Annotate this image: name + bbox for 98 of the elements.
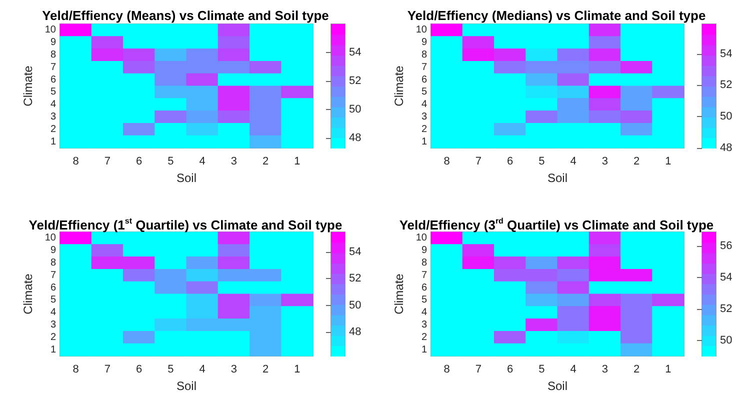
y-axis-title: Climate bbox=[20, 273, 35, 314]
color-bar-label: 50 bbox=[349, 104, 362, 116]
x-axis-title: Soil bbox=[547, 171, 568, 185]
x-tick-label: 6 bbox=[136, 156, 142, 168]
x-tick-label: 1 bbox=[665, 364, 672, 376]
y-tick-label: 8 bbox=[50, 258, 56, 268]
y-tick-label: 10 bbox=[416, 24, 428, 36]
y-tick-label: 8 bbox=[421, 258, 428, 268]
color-bar-label: 54 bbox=[349, 46, 362, 59]
y-tick-label: 9 bbox=[421, 37, 428, 48]
y-tick-label: 8 bbox=[50, 50, 56, 60]
y-tick-label: 7 bbox=[421, 270, 428, 281]
y-tick-label: 6 bbox=[421, 74, 428, 86]
color-bar-label: 54 bbox=[720, 272, 732, 284]
x-tick-label: 4 bbox=[199, 156, 206, 168]
x-tick-label: 8 bbox=[72, 156, 79, 168]
x-tick-label: 7 bbox=[475, 364, 482, 376]
x-tick-label: 2 bbox=[262, 156, 269, 168]
x-tick-label: 7 bbox=[475, 156, 482, 168]
y-tick-label: 1 bbox=[421, 136, 428, 148]
y-tick-label: 7 bbox=[50, 62, 56, 73]
color-bar-label: 48 bbox=[349, 326, 362, 338]
x-tick-label: 4 bbox=[570, 364, 576, 376]
y-tick-label: 6 bbox=[50, 74, 56, 86]
chart-title: Yeld/Effiency (Medians) vs Climate and Soil type bbox=[407, 8, 706, 23]
color-bar-label: 54 bbox=[349, 246, 362, 258]
color-bar-label: 52 bbox=[349, 272, 362, 285]
y-tick-label: 4 bbox=[421, 307, 428, 318]
y-tick-label: 3 bbox=[421, 112, 428, 122]
x-tick-label: 8 bbox=[444, 156, 450, 168]
y-axis-title: Climate bbox=[392, 273, 406, 314]
y-tick-label: 5 bbox=[421, 86, 428, 98]
x-axis-title: Soil bbox=[547, 379, 568, 393]
y-tick-label: 1 bbox=[50, 344, 56, 356]
x-tick-label: 4 bbox=[199, 364, 206, 376]
color-bar-label: 50 bbox=[720, 110, 732, 123]
x-axis-title: Soil bbox=[176, 171, 197, 185]
y-tick-label: 2 bbox=[50, 332, 56, 343]
x-tick-label: 7 bbox=[104, 364, 110, 376]
y-axis-title: Climate bbox=[20, 65, 35, 106]
y-tick-label: 1 bbox=[421, 344, 428, 356]
x-tick-label: 5 bbox=[168, 364, 174, 376]
y-tick-label: 2 bbox=[421, 124, 428, 135]
y-tick-label: 9 bbox=[50, 245, 56, 256]
y-tick-label: 2 bbox=[50, 124, 56, 135]
y-tick-label: 10 bbox=[44, 24, 56, 36]
x-tick-label: 4 bbox=[570, 156, 576, 168]
y-tick-label: 3 bbox=[50, 112, 56, 122]
x-tick-label: 6 bbox=[136, 364, 142, 376]
y-tick-label: 6 bbox=[50, 282, 56, 294]
x-tick-label: 1 bbox=[294, 156, 300, 168]
y-axis-title: Climate bbox=[392, 65, 406, 106]
x-tick-label: 5 bbox=[168, 156, 174, 168]
x-tick-label: 5 bbox=[538, 156, 545, 168]
x-tick-label: 8 bbox=[72, 364, 79, 376]
y-tick-label: 9 bbox=[50, 37, 56, 48]
y-tick-label: 2 bbox=[421, 332, 428, 343]
x-tick-label: 3 bbox=[230, 156, 237, 168]
x-axis-title: Soil bbox=[176, 379, 197, 393]
y-tick-label: 8 bbox=[421, 50, 428, 60]
x-tick-label: 2 bbox=[262, 364, 269, 376]
y-tick-label: 9 bbox=[421, 245, 428, 256]
y-tick-label: 5 bbox=[421, 294, 428, 306]
y-tick-label: 3 bbox=[421, 320, 428, 330]
color-bar-label: 52 bbox=[720, 79, 732, 92]
color-bar-label: 48 bbox=[720, 142, 732, 154]
x-tick-label: 2 bbox=[634, 364, 640, 376]
x-tick-label: 3 bbox=[230, 364, 237, 376]
x-tick-label: 6 bbox=[507, 156, 514, 168]
y-tick-label: 7 bbox=[421, 62, 428, 73]
color-bar-label: 56 bbox=[720, 240, 732, 252]
y-tick-label: 1 bbox=[50, 136, 56, 148]
y-tick-label: 4 bbox=[421, 99, 428, 110]
x-tick-label: 3 bbox=[602, 156, 608, 168]
color-bar-label: 52 bbox=[349, 75, 362, 88]
color-bar-label: 54 bbox=[720, 48, 732, 60]
color-bar-label: 48 bbox=[349, 132, 362, 144]
y-tick-label: 5 bbox=[50, 86, 56, 98]
x-tick-label: 1 bbox=[294, 364, 300, 376]
y-tick-label: 3 bbox=[50, 320, 56, 330]
y-tick-label: 6 bbox=[421, 282, 428, 294]
color-bar-label: 50 bbox=[720, 334, 732, 346]
x-tick-label: 6 bbox=[507, 364, 514, 376]
x-tick-label: 1 bbox=[665, 156, 672, 168]
x-tick-label: 7 bbox=[104, 156, 110, 168]
y-tick-label: 5 bbox=[50, 294, 56, 306]
chart-title: Yeld/Effiency (Means) vs Climate and Soil type bbox=[42, 8, 329, 23]
x-tick-label: 5 bbox=[538, 364, 545, 376]
color-bar-label: 50 bbox=[349, 299, 362, 312]
x-tick-label: 8 bbox=[444, 364, 450, 376]
y-tick-label: 10 bbox=[44, 232, 56, 244]
x-tick-label: 2 bbox=[634, 156, 640, 168]
x-tick-label: 3 bbox=[602, 364, 608, 376]
y-tick-label: 4 bbox=[50, 99, 56, 110]
y-tick-label: 7 bbox=[50, 270, 56, 281]
y-tick-label: 10 bbox=[416, 232, 428, 244]
y-tick-label: 4 bbox=[50, 307, 56, 318]
color-bar-label: 52 bbox=[720, 302, 732, 315]
